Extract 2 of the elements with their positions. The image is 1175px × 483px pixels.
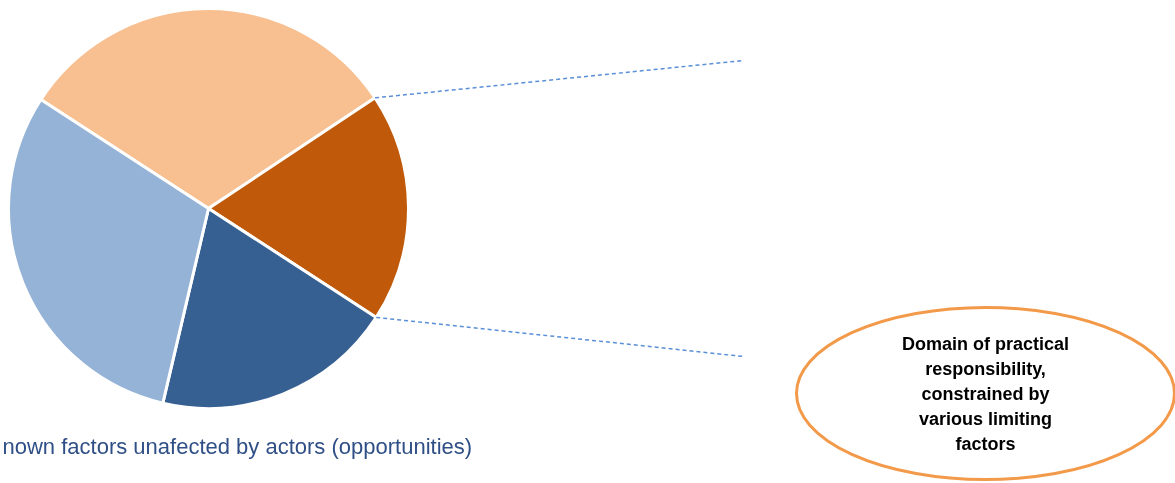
- text: nown factors unafected by actors (opportunities): [2, 434, 473, 459]
- text: Domain of practical responsibility, constrained by various limiting factors: [901, 333, 1070, 454]
